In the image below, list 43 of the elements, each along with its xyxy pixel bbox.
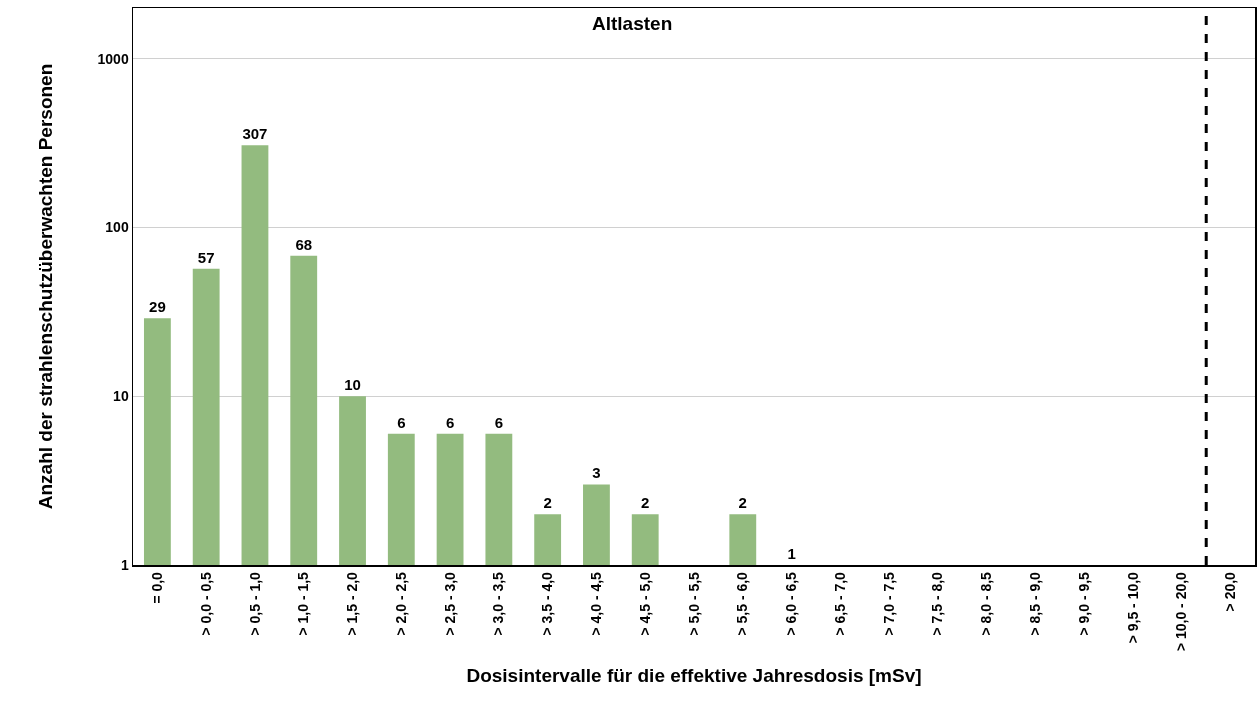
data-label: 29	[149, 298, 166, 316]
y-tick-label: 1000	[97, 50, 129, 67]
data-label: 2	[641, 494, 650, 512]
x-tick-label: > 9,5 - 10,0	[1124, 571, 1141, 644]
x-tick-label: > 0,0 - 0,5	[197, 571, 214, 636]
data-label: 2	[738, 494, 747, 512]
x-tick-label: > 3,5 - 4,0	[539, 571, 556, 636]
chart-title: Altlasten	[592, 13, 673, 34]
y-tick-label: 100	[105, 219, 129, 236]
x-tick-label: > 3,0 - 3,5	[490, 571, 507, 636]
x-tick-label: > 1,0 - 1,5	[295, 571, 312, 636]
x-tick-label: > 8,5 - 9,0	[1027, 571, 1044, 636]
x-tick-label: > 6,0 - 6,5	[783, 571, 800, 636]
data-label: 10	[344, 376, 361, 394]
data-label: 6	[445, 413, 455, 431]
data-label: 57	[197, 248, 215, 266]
data-label: 6	[494, 413, 504, 431]
x-tick-label: > 6,5 - 7,0	[831, 571, 848, 636]
x-tick-label: > 0,5 - 1,0	[246, 571, 263, 636]
data-label: 3	[592, 464, 601, 482]
x-tick-label: > 10,0 - 20,0	[1173, 571, 1190, 652]
x-tick-label: > 7,5 - 8,0	[929, 571, 946, 636]
x-tick-label: > 2,5 - 3,0	[441, 571, 458, 636]
x-tick-label: > 5,0 - 5,5	[685, 571, 702, 636]
x-tick-label: > 4,5 - 5,0	[636, 571, 653, 636]
y-tick-label: 10	[113, 388, 129, 405]
x-tick-label: > 8,0 - 8,5	[978, 571, 995, 636]
y-axis-title: Anzahl der strahlenschutzüberwachten Personen	[34, 63, 56, 510]
data-label: 307	[242, 125, 268, 143]
x-axis-title: Dosisintervalle für die effektive Jahresdosis [mSv]	[466, 664, 922, 686]
x-tick-label: > 7,0 - 7,5	[880, 571, 897, 636]
data-label: 68	[295, 235, 313, 253]
x-tick-label: = 0,0	[148, 571, 165, 604]
data-label: 6	[397, 413, 406, 431]
x-tick-label: > 5,5 - 6,0	[734, 571, 751, 636]
data-label: 2	[543, 494, 552, 512]
data-label: 1	[787, 545, 796, 562]
y-tick-label: 1	[120, 556, 129, 573]
x-tick-label: > 4,0 - 4,5	[587, 571, 604, 636]
x-tick-label: > 2,0 - 2,5	[392, 571, 409, 636]
x-tick-label: > 9,0 - 9,5	[1075, 571, 1092, 636]
x-tick-label: > 20,0	[1222, 571, 1239, 612]
x-tick-label: > 1,5 - 2,0	[344, 571, 361, 636]
